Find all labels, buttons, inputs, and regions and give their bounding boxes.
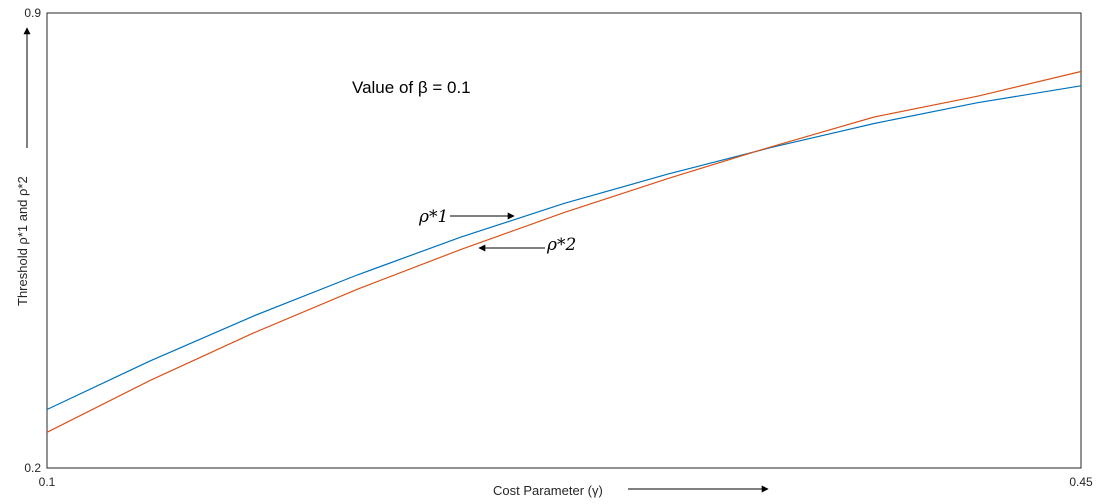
- series-layer: [46, 70, 1082, 433]
- x-tick-label-max: 0.45: [1069, 475, 1093, 489]
- x-axis-label: Cost Parameter (γ): [493, 483, 603, 498]
- y-axis-label: Threshold ρ*1 and ρ*2: [15, 176, 30, 306]
- y-tick-label-max: 0.9: [24, 6, 41, 20]
- series-1-callout-label: ρ*1: [418, 207, 448, 227]
- y-tick-label-min: 0.2: [24, 461, 41, 475]
- beta-annotation: Value of β = 0.1: [352, 78, 471, 97]
- series-line-2: [46, 70, 1082, 433]
- series-2-callout-label: ρ*2: [546, 235, 576, 255]
- x-tick-label-min: 0.1: [39, 475, 56, 489]
- series-line-1: [46, 85, 1082, 411]
- plot-area: [46, 12, 1082, 469]
